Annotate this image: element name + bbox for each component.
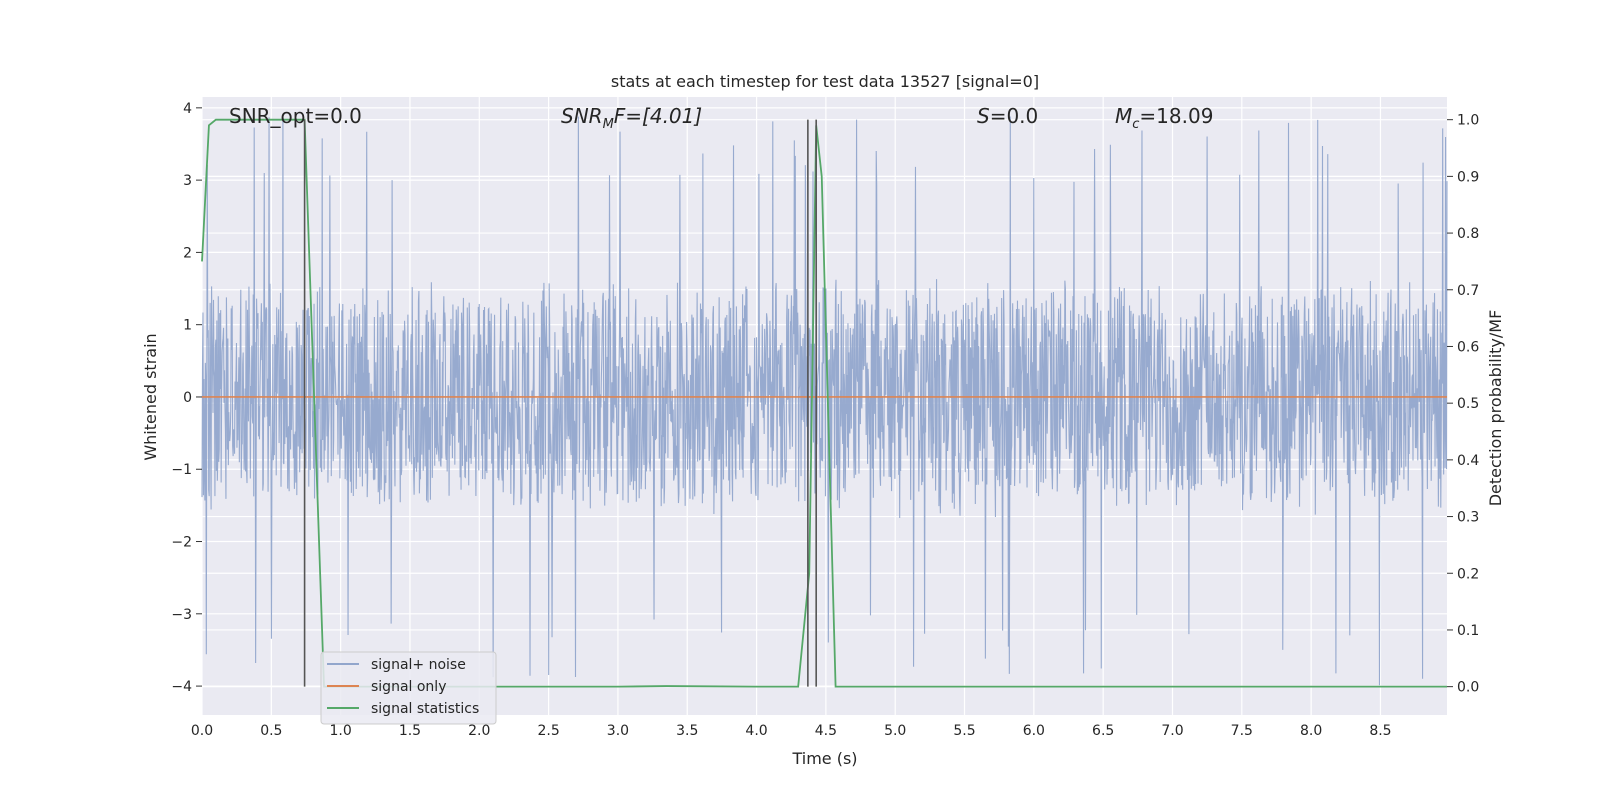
y2-tick-label: 0.0 — [1457, 680, 1479, 696]
y2-tick-label: 0.7 — [1457, 283, 1479, 299]
y-tick-label: −3 — [171, 607, 192, 623]
y-tick-label: −2 — [171, 535, 192, 551]
y2-tick-label: 0.4 — [1457, 453, 1479, 469]
y-axis-label: Whitened strain — [141, 333, 160, 460]
legend-frame — [320, 651, 497, 725]
line-series — [201, 118, 1447, 688]
chart-title: stats at each timestep for test data 135… — [611, 72, 1039, 91]
x-tick-label: 1.0 — [330, 723, 352, 739]
y-tick-label: 3 — [183, 173, 192, 189]
y2-axis-label: Detection probability/MF — [1486, 310, 1505, 507]
x-axis-label: Time (s) — [791, 749, 857, 768]
snr-mf-rest: F=[4.01] — [614, 104, 702, 128]
mc-main: M — [1115, 104, 1132, 128]
x-tick-label: 8.0 — [1300, 723, 1322, 739]
snr-mf-main: SNR — [561, 104, 603, 128]
y2-tick-label: 0.1 — [1457, 623, 1479, 639]
x-tick-label: 8.5 — [1369, 723, 1391, 739]
x-tick-label: 5.5 — [953, 723, 975, 739]
x-tick-label: 3.5 — [676, 723, 698, 739]
y-tick-label: −1 — [171, 462, 192, 478]
noise-series — [201, 116, 1448, 686]
x-tick-label: 7.5 — [1231, 723, 1253, 739]
snr-mf-sub: M — [603, 117, 614, 132]
x-tick-label: 1.5 — [399, 723, 421, 739]
legend-label-signal-statistics: signal statistics — [371, 701, 479, 717]
x-tick-label: 6.0 — [1023, 723, 1045, 739]
marker-lines — [303, 119, 817, 687]
snr-mf-annotation: SNRMF=[4.01] — [561, 104, 702, 132]
legend-label-signal-only: signal only — [371, 679, 446, 695]
y2-tick-label: 0.8 — [1457, 226, 1479, 242]
x-tick-label: 6.5 — [1092, 723, 1114, 739]
x-tick-label: 0.5 — [260, 723, 282, 739]
y-tick-label: −4 — [171, 679, 192, 695]
y-tick-label: 1 — [183, 318, 192, 334]
y-tick-label: 2 — [183, 245, 192, 261]
y2-tick-label: 0.6 — [1457, 339, 1479, 355]
legend-label-signal-noise: signal+ noise — [371, 657, 466, 673]
s-main: S — [977, 104, 990, 128]
y2-tick-label: 1.0 — [1457, 113, 1479, 129]
y2-tick-label: 0.5 — [1457, 396, 1479, 412]
mc-rest: =18.09 — [1139, 104, 1213, 128]
y2-tick-label: 0.3 — [1457, 510, 1479, 526]
legend: signal+ noise signal only signal statist… — [320, 651, 497, 725]
mc-annotation: Mc=18.09 — [1115, 104, 1213, 132]
x-tick-label: 4.5 — [815, 723, 837, 739]
x-tick-label: 5.0 — [884, 723, 906, 739]
y2-tick-label: 0.2 — [1457, 566, 1479, 582]
x-tick-label: 7.0 — [1161, 723, 1183, 739]
ticks: 0.0 0.5 1.0 1.5 2.0 2.5 3.0 3.5 4.0 4.5 5.0 5.5 6.0 6… — [171, 101, 1479, 739]
x-tick-label: 3.0 — [607, 723, 629, 739]
x-tick-label: 0.0 — [191, 723, 213, 739]
mc-sub: c — [1132, 117, 1139, 132]
s-annotation: S=0.0 — [977, 104, 1038, 128]
signal-statistics-line — [201, 118, 1447, 688]
x-tick-label: 4.0 — [745, 723, 767, 739]
x-tick-label: 2.5 — [537, 723, 559, 739]
signal-noise-line — [201, 116, 1448, 686]
y-tick-label: 4 — [183, 101, 192, 117]
x-tick-label: 2.0 — [468, 723, 490, 739]
y-tick-label: 0 — [183, 390, 192, 406]
s-rest: =0.0 — [990, 104, 1039, 128]
y2-tick-label: 0.9 — [1457, 169, 1479, 185]
snr-opt-annotation: SNR_opt=0.0 — [229, 104, 362, 128]
